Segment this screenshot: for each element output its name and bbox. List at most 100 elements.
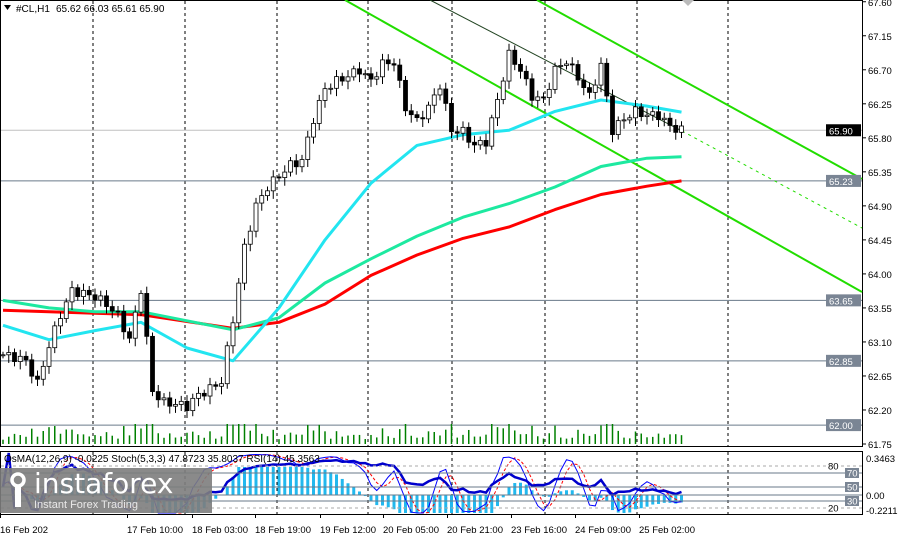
osc-level-box — [845, 482, 859, 492]
bear-candle — [167, 397, 173, 407]
bear-candle — [86, 289, 92, 296]
bull-candle — [460, 126, 466, 134]
bear-candle — [23, 355, 29, 361]
price-tick-label: 61.75 — [868, 440, 892, 451]
ohlc-values: 65.62 66.03 65.61 65.90 — [56, 4, 165, 15]
bear-candle — [414, 114, 420, 119]
bull-candle — [322, 88, 328, 101]
channel-line-upper[interactable] — [536, 0, 863, 180]
bull-candle — [477, 140, 483, 146]
regression-line-extension — [681, 130, 863, 229]
bear-candle — [575, 64, 581, 81]
level-label: 62.00 — [829, 421, 853, 432]
osc-level-box — [845, 496, 859, 506]
time-tick-label: 16 Feb 202 — [0, 525, 48, 536]
bear-candle — [587, 87, 592, 93]
osc-level-box — [826, 503, 840, 513]
candles — [0, 43, 684, 419]
bear-candle — [403, 79, 408, 112]
bull-candle — [224, 345, 230, 385]
bear-candle — [357, 68, 362, 75]
bull-candle — [426, 104, 431, 120]
bull-candle — [305, 136, 311, 160]
logo-brand: instaforex — [34, 467, 173, 500]
dropdown-triangle-icon[interactable] — [4, 5, 11, 10]
bull-candle — [351, 68, 357, 78]
time-tick-label: 25 Feb 02:00 — [639, 525, 695, 536]
channel-line-lower[interactable] — [344, 0, 863, 293]
bull-candle — [345, 76, 351, 82]
bull-candle — [615, 120, 621, 135]
shift-marker-icon[interactable] — [682, 0, 694, 6]
price-tick-label: 65.80 — [868, 134, 892, 145]
bear-candle — [397, 64, 403, 81]
osc-level-box — [826, 461, 840, 471]
bull-candle — [259, 195, 265, 204]
price-tick-label: 65.35 — [868, 168, 892, 179]
bear-candle — [518, 63, 523, 72]
bull-candle — [644, 114, 650, 118]
level-label-box — [826, 354, 861, 367]
time-tick-label: 19 Feb 12:00 — [320, 525, 376, 536]
bull-candle — [270, 176, 276, 192]
bull-candle — [81, 289, 86, 297]
level-label: 65.23 — [829, 177, 853, 188]
price-tick-label: 62.20 — [868, 406, 892, 417]
time-tick-label: 20 Feb 21:00 — [447, 525, 503, 536]
bear-candle — [466, 126, 472, 143]
bull-candle — [40, 365, 46, 380]
level-label-box — [826, 174, 861, 187]
bull-candle — [546, 88, 552, 98]
bear-candle — [29, 359, 35, 377]
level-label: 63.65 — [829, 296, 853, 307]
bull-candle — [627, 117, 633, 121]
bear-candle — [213, 384, 219, 387]
osc-level-label: 20 — [828, 504, 839, 515]
bear-candle — [121, 310, 127, 333]
bear-candle — [109, 306, 115, 312]
bear-candle — [512, 49, 518, 65]
bear-candle — [454, 131, 460, 134]
bear-candle — [293, 160, 299, 168]
price-tick-label: 62.65 — [868, 372, 892, 383]
bear-candle — [604, 62, 610, 97]
osma-scale-label: 0.3463 — [866, 454, 895, 465]
bull-candle — [253, 202, 259, 232]
bull-candle — [17, 355, 23, 362]
bull-candle — [374, 76, 380, 80]
bear-candle — [184, 400, 190, 412]
bull-candle — [299, 159, 305, 168]
bull-candle — [247, 230, 253, 245]
bull-candle — [535, 96, 541, 101]
bull-candle — [661, 117, 667, 121]
bull-candle — [282, 171, 288, 178]
price-tick-label: 67.15 — [868, 32, 892, 43]
instaforex-logo: instaforex Instant Forex Trading — [0, 467, 212, 513]
current-price-label: 65.90 — [829, 126, 853, 137]
bear-candle — [449, 103, 454, 133]
osc-level-label: 80 — [828, 462, 839, 473]
price-tick-label: 64.90 — [868, 202, 892, 213]
main-plot-frame — [0, 0, 863, 447]
bull-candle — [495, 99, 500, 119]
bull-candle — [650, 111, 656, 116]
bull-candle — [0, 354, 6, 357]
bull-candle — [328, 87, 334, 90]
bear-candle — [610, 95, 615, 135]
bull-candle — [362, 73, 368, 76]
bear-candle — [541, 96, 546, 99]
bull-candle — [46, 347, 52, 367]
bull-candle — [63, 301, 69, 319]
bear-candle — [638, 106, 644, 118]
ma-fast-line — [2, 98, 682, 363]
bear-candle — [75, 287, 81, 297]
bull-candle — [98, 295, 104, 301]
osma-scale-label: -0.2211 — [866, 506, 898, 517]
bull-candle — [506, 49, 512, 82]
bull-candle — [288, 160, 293, 173]
bull-candle — [621, 119, 627, 122]
bear-candle — [127, 331, 132, 339]
bull-candle — [500, 80, 506, 100]
bear-candle — [483, 140, 489, 147]
